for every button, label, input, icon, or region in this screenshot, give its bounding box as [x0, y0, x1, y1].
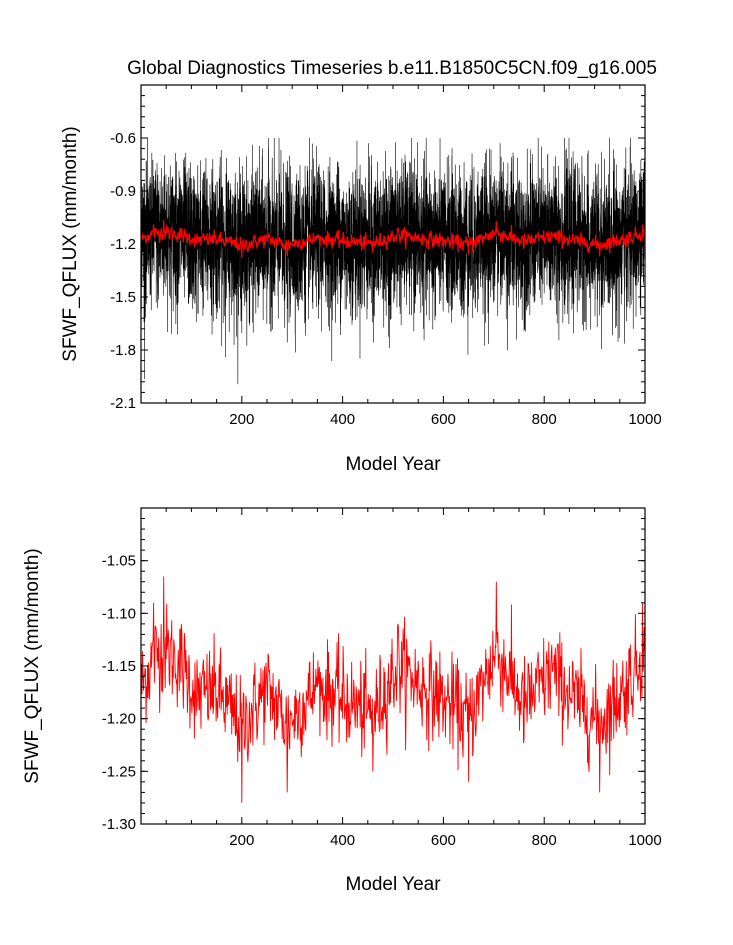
bottom-plot-area	[140, 576, 646, 803]
top-chart-panel: Global Diagnostics Timeseries b.e11.B185…	[60, 58, 662, 475]
y-tick-label: -0.9	[110, 183, 136, 200]
chart-title: Global Diagnostics Timeseries b.e11.B185…	[127, 58, 657, 79]
x-tick-label: 200	[229, 832, 254, 849]
series-monthly-line	[140, 137, 646, 385]
bottom-x-axis-label: Model Year	[345, 874, 441, 895]
bottom-plot-frame	[140, 507, 646, 825]
y-tick-label: -1.20	[102, 711, 136, 728]
bottom-axes-ticks: 200 400 600 800 1000 -1.30 -1.25 -1.20 -1.15 -1.1…	[102, 507, 662, 849]
y-tick-label: -2.1	[110, 395, 136, 412]
y-tick-label: -0.6	[110, 130, 136, 147]
y-tick-label: -1.05	[102, 553, 136, 570]
x-tick-label: 400	[330, 832, 355, 849]
x-tick-label: 400	[330, 411, 355, 428]
y-tick-label: -1.25	[102, 763, 136, 780]
top-axes-ticks: 200 400 600 800 1000 -2.1 -1.8 -1.5 -1.2 -0.9 -0.6	[110, 84, 662, 428]
x-tick-label: 600	[431, 832, 456, 849]
top-x-axis-label: Model Year	[345, 454, 441, 475]
x-tick-label: 1000	[628, 411, 661, 428]
y-tick-label: -1.2	[110, 236, 136, 253]
top-y-axis-label: SFWF_QFLUX (mm/month)	[60, 126, 81, 361]
y-tick-label: -1.5	[110, 289, 136, 306]
series-annual-mean-line-top	[140, 220, 646, 259]
bottom-chart-panel: 200 400 600 800 1000 -1.30 -1.25 -1.20 -1.15 -1.1…	[22, 507, 662, 895]
bottom-y-axis-label: SFWF_QFLUX (mm/month)	[22, 548, 43, 783]
x-tick-label: 800	[532, 832, 557, 849]
y-tick-label: -1.30	[102, 816, 136, 833]
x-tick-label: 1000	[628, 832, 661, 849]
y-tick-label: -1.10	[102, 605, 136, 622]
y-tick-label: -1.8	[110, 342, 136, 359]
y-tick-label: -1.15	[102, 658, 136, 675]
top-plot-area	[140, 137, 646, 385]
x-tick-label: 800	[532, 411, 557, 428]
x-tick-label: 600	[431, 411, 456, 428]
x-tick-label: 200	[229, 411, 254, 428]
series-annual-mean-line-bottom	[140, 576, 646, 803]
